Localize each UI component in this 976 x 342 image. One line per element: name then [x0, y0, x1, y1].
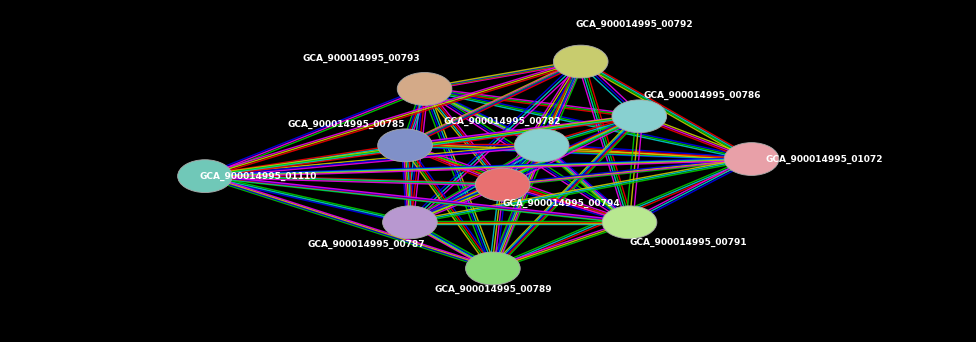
Text: GCA_900014995_00793: GCA_900014995_00793	[303, 54, 420, 63]
Ellipse shape	[612, 100, 667, 133]
Text: GCA_900014995_00787: GCA_900014995_00787	[307, 240, 425, 249]
Text: GCA_900014995_00782: GCA_900014995_00782	[444, 117, 561, 126]
Text: GCA_900014995_00791: GCA_900014995_00791	[630, 238, 747, 247]
Text: GCA_900014995_00785: GCA_900014995_00785	[288, 120, 405, 129]
Text: GCA_900014995_00792: GCA_900014995_00792	[576, 19, 693, 28]
Text: GCA_900014995_00786: GCA_900014995_00786	[644, 91, 761, 100]
Ellipse shape	[466, 252, 520, 285]
Text: GCA_900014995_00794: GCA_900014995_00794	[503, 199, 620, 208]
Text: GCA_900014995_01072: GCA_900014995_01072	[766, 155, 883, 163]
Text: GCA_900014995_01110: GCA_900014995_01110	[200, 172, 317, 181]
Ellipse shape	[475, 168, 530, 201]
Ellipse shape	[383, 206, 437, 239]
Ellipse shape	[602, 206, 657, 239]
Ellipse shape	[724, 143, 779, 175]
Ellipse shape	[397, 73, 452, 105]
Text: GCA_900014995_00789: GCA_900014995_00789	[434, 285, 551, 293]
Ellipse shape	[378, 129, 432, 162]
Ellipse shape	[178, 160, 232, 193]
Ellipse shape	[514, 129, 569, 162]
Ellipse shape	[553, 45, 608, 78]
